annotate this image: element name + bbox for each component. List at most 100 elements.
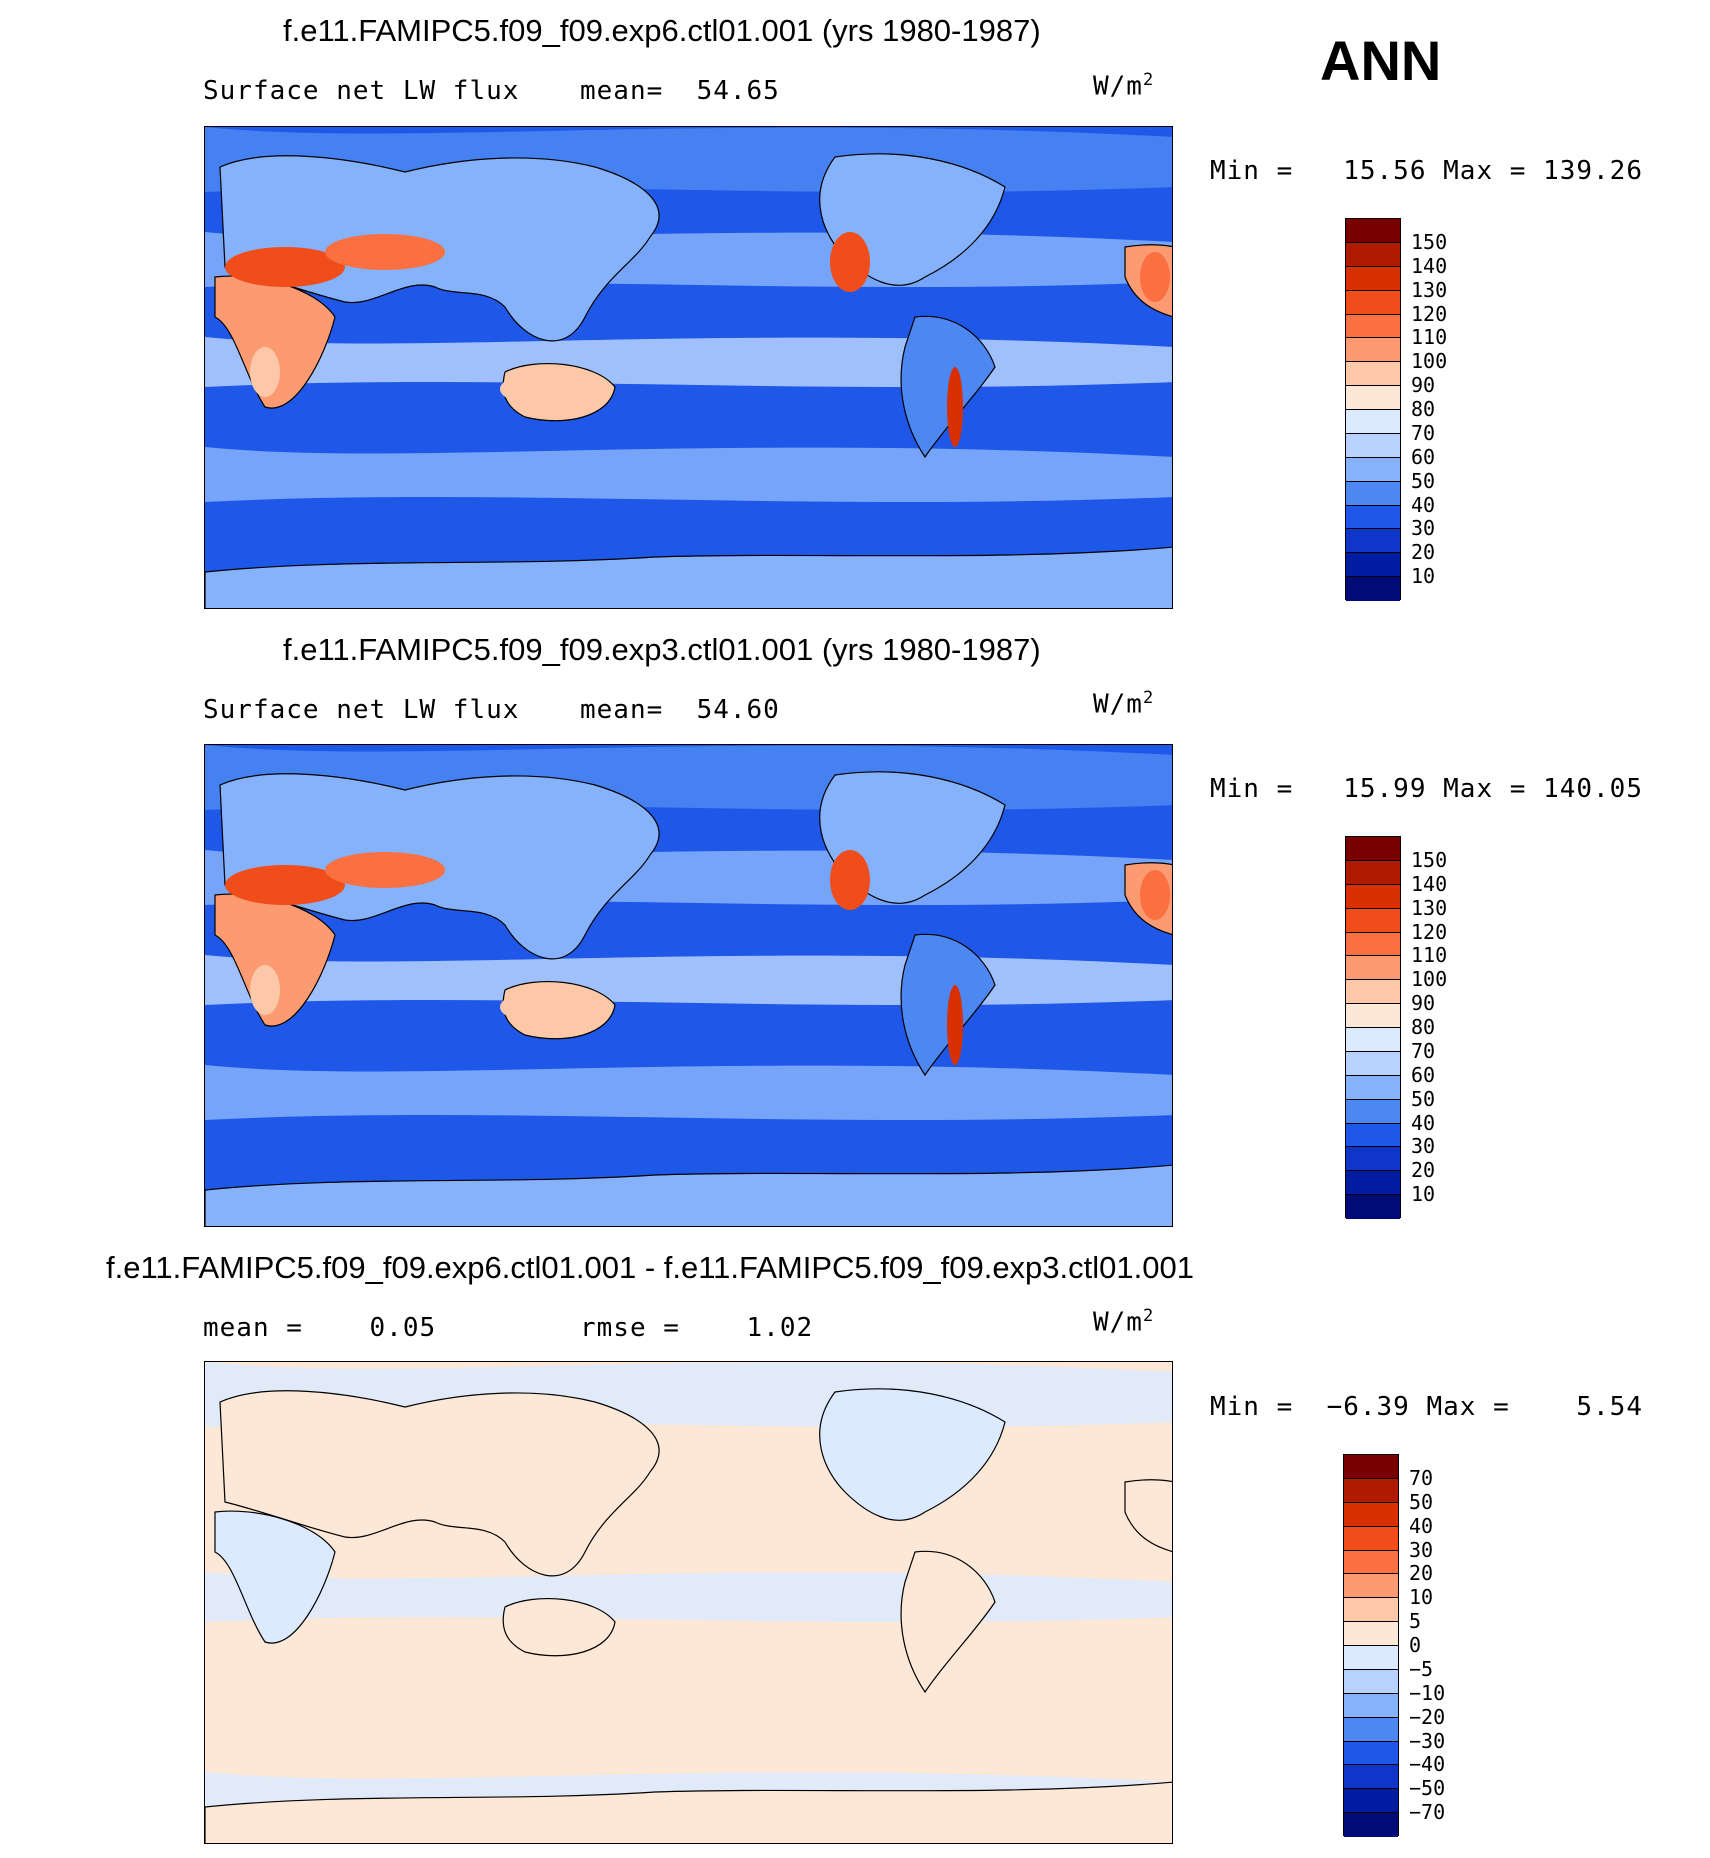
units-label: W/m2 — [1093, 1306, 1154, 1338]
colorbar-cell — [1346, 266, 1400, 291]
panel-title: f.e11.FAMIPC5.f09_f09.exp6.ctl01.001 (yr… — [283, 13, 1041, 48]
colorbar-tick-label: 140 — [1411, 871, 1448, 896]
mean-label: mean= 54.60 — [580, 695, 780, 725]
mean-label: mean= 54.65 — [580, 76, 780, 106]
colorbar-tick-label: 100 — [1411, 349, 1448, 374]
mean-label: mean = 0.05 — [203, 1313, 437, 1343]
colorbar-tick-label: 70 — [1409, 1465, 1434, 1490]
contour-map — [205, 1362, 1172, 1843]
colorbar-tick-label: 70 — [1411, 1038, 1436, 1063]
colorbar-tick-label: 50 — [1411, 1086, 1436, 1111]
colorbar-tick-label: −20 — [1409, 1704, 1446, 1729]
colorbar-tick-label: −40 — [1409, 1752, 1446, 1777]
colorbar-cell — [1346, 457, 1400, 482]
colorbar-tick-label: 90 — [1411, 991, 1436, 1016]
colorbar-cell — [1346, 362, 1400, 387]
colorbar-cell — [1346, 290, 1400, 315]
variable-label: Surface net LW flux — [203, 76, 520, 106]
colorbar-cell — [1346, 1123, 1400, 1148]
colorbar-tick-label: −5 — [1409, 1656, 1434, 1681]
colorbar — [1345, 836, 1401, 1219]
season-label: ANN — [1320, 29, 1442, 92]
contour-map — [205, 745, 1172, 1226]
colorbar-tick-label: −10 — [1409, 1680, 1446, 1705]
colorbar-cell — [1344, 1646, 1398, 1670]
colorbar-cell — [1344, 1478, 1398, 1503]
colorbar-cell — [1346, 219, 1400, 243]
colorbar-tick-label: 10 — [1411, 564, 1436, 589]
colorbar-cell — [1344, 1574, 1398, 1599]
colorbar-cell — [1346, 314, 1400, 339]
colorbar-tick-label: 80 — [1411, 397, 1436, 421]
colorbar-tick-label: 40 — [1409, 1513, 1434, 1538]
colorbar-tick-label: 110 — [1411, 325, 1448, 350]
colorbar-tick-label: 80 — [1411, 1015, 1436, 1039]
colorbar-cell — [1344, 1455, 1398, 1479]
colorbar-tick-label: 130 — [1411, 895, 1448, 920]
minmax-label: Min = 15.56 Max = 139.26 — [1210, 156, 1643, 186]
units-text: W/m — [1093, 71, 1143, 102]
minmax-label: Min = 15.99 Max = 140.05 — [1210, 774, 1643, 804]
colorbar-cell — [1346, 1075, 1400, 1100]
colorbar-cell — [1344, 1813, 1398, 1837]
colorbar-tick-label: 100 — [1411, 967, 1448, 992]
variable-label: Surface net LW flux — [203, 695, 520, 725]
colorbar-tick-label: −70 — [1409, 1800, 1446, 1825]
colorbar-cell — [1344, 1789, 1398, 1814]
colorbar-cell — [1346, 980, 1400, 1005]
colorbar-tick-label: 40 — [1411, 1110, 1436, 1135]
colorbar-cell — [1344, 1502, 1398, 1527]
colorbar-cell — [1344, 1693, 1398, 1718]
colorbar-cell — [1346, 1171, 1400, 1196]
colorbar-tick-label: 20 — [1411, 540, 1436, 565]
colorbar-tick-label: 5 — [1409, 1609, 1422, 1634]
colorbar-tick-label: 0 — [1409, 1633, 1422, 1657]
colorbar-tick-label: 10 — [1409, 1585, 1434, 1610]
colorbar-cell — [1346, 908, 1400, 933]
colorbar-cell — [1346, 553, 1400, 578]
rmse-label: rmse = 1.02 — [580, 1313, 814, 1343]
map-plot — [204, 126, 1173, 609]
colorbar-cell — [1346, 860, 1400, 885]
contour-map — [205, 127, 1172, 608]
colorbar-tick-label: 30 — [1411, 516, 1436, 541]
colorbar-cell — [1344, 1741, 1398, 1766]
colorbar-cell — [1346, 505, 1400, 530]
colorbar-cell — [1346, 884, 1400, 909]
units-text: W/m — [1093, 689, 1143, 720]
colorbar-cell — [1346, 338, 1400, 363]
colorbar-cell — [1344, 1622, 1398, 1646]
colorbar — [1343, 1454, 1399, 1837]
colorbar-cell — [1346, 410, 1400, 434]
colorbar-cell — [1346, 1147, 1400, 1172]
colorbar-tick-label: 20 — [1411, 1158, 1436, 1183]
colorbar-cell — [1344, 1765, 1398, 1790]
colorbar-cell — [1344, 1598, 1398, 1623]
units-exponent: 2 — [1142, 688, 1155, 708]
panel-title: f.e11.FAMIPC5.f09_f09.exp6.ctl01.001 - f… — [106, 1250, 1194, 1285]
panel-title: f.e11.FAMIPC5.f09_f09.exp3.ctl01.001 (yr… — [283, 632, 1041, 667]
map-plot — [204, 744, 1173, 1227]
colorbar-tick-label: 70 — [1411, 420, 1436, 445]
colorbar-cell — [1346, 1004, 1400, 1028]
units-text: W/m — [1093, 1307, 1143, 1338]
colorbar-tick-label: 60 — [1411, 1062, 1436, 1087]
colorbar-cell — [1346, 529, 1400, 554]
colorbar — [1345, 218, 1401, 601]
units-exponent: 2 — [1142, 1306, 1155, 1326]
colorbar-tick-label: −30 — [1409, 1728, 1446, 1753]
colorbar-tick-label: 60 — [1411, 444, 1436, 469]
colorbar-cell — [1346, 956, 1400, 981]
colorbar-cell — [1346, 932, 1400, 957]
colorbar-tick-label: 120 — [1411, 919, 1448, 944]
colorbar-tick-label: 110 — [1411, 943, 1448, 968]
colorbar-tick-label: 90 — [1411, 373, 1436, 398]
colorbar-cell — [1346, 433, 1400, 458]
colorbar-cell — [1346, 386, 1400, 410]
colorbar-tick-label: 150 — [1411, 229, 1448, 254]
colorbar-tick-label: 140 — [1411, 253, 1448, 278]
colorbar-tick-label: 30 — [1411, 1134, 1436, 1159]
colorbar-tick-label: 30 — [1409, 1537, 1434, 1562]
colorbar-cell — [1346, 481, 1400, 506]
colorbar-cell — [1346, 1028, 1400, 1052]
